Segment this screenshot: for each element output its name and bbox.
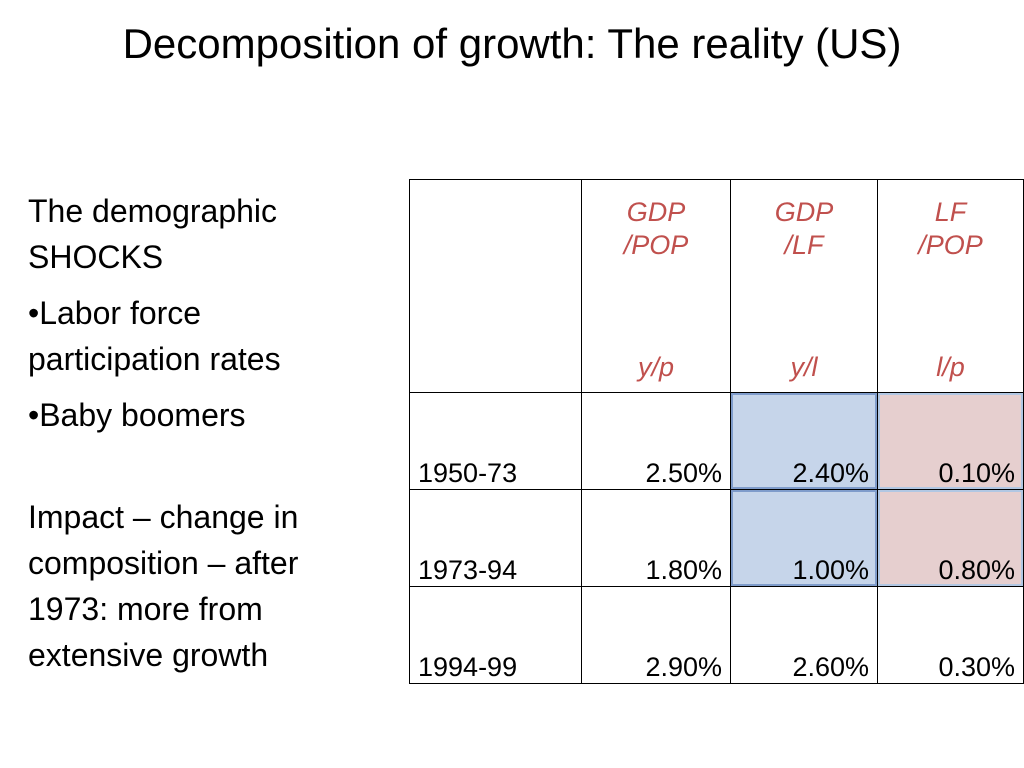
period-cell: 1950-73 [409,392,582,490]
header-label: /POP [918,230,983,260]
header-symbol: l/p [936,352,965,382]
impact-paragraph: Impact – change in composition – after 1… [28,494,388,678]
demographic-heading: The demographic SHOCKS [28,188,388,280]
impact-line: extensive growth [28,637,269,673]
slide-title: Decomposition of growth: The reality (US… [122,20,902,67]
period-cell: 1994-99 [409,586,582,684]
gdp-pop-cell: 2.50% [581,392,731,490]
period-cell: 1973-94 [409,489,582,587]
table-corner-cell [409,179,582,393]
impact-line: composition – after [28,545,299,581]
impact-line: 1973: more from [28,591,263,627]
impact-line: Impact – change in [28,499,299,535]
gdp-pop-cell: 2.90% [581,586,731,684]
lf-pop-cell: 0.10% [877,392,1024,490]
table-row: 1950-73 2.50% 2.40% 0.10% [409,392,1024,490]
heading-line: The demographic [28,193,278,229]
header-label: /POP [623,230,689,260]
gdp-lf-cell: 1.00% [730,489,878,587]
spacer [28,448,388,494]
gdp-lf-cell: 2.40% [730,392,878,490]
header-cell-lf-pop: LF /POP l/p [877,179,1024,393]
lf-pop-cell: 0.80% [877,489,1024,587]
header-symbol: y/p [637,352,675,382]
gdp-pop-cell: 1.80% [581,489,731,587]
header-symbol: y/l [790,352,818,382]
header-label: LF [934,197,967,227]
bullet-baby-boomers: •Baby boomers [28,392,388,438]
growth-decomposition-table: GDP /POP y/p GDP /LF y/l [409,179,1024,684]
left-text-block: The demographic SHOCKS •Labor force part… [28,188,388,678]
header-cell-gdp-pop: GDP /POP y/p [581,179,731,393]
heading-line: SHOCKS [28,239,164,275]
bullet-line: •Baby boomers [28,397,246,433]
header-label: /LF [784,230,824,260]
lf-pop-cell: 0.30% [877,586,1024,684]
header-cell-gdp-lf: GDP /LF y/l [730,179,878,393]
header-label: GDP [774,197,834,227]
header-label: GDP [626,197,686,227]
bullet-line: participation rates [28,341,281,377]
table-row: 1973-94 1.80% 1.00% 0.80% [409,489,1024,587]
table-row: 1994-99 2.90% 2.60% 0.30% [409,586,1024,684]
bullet-line: •Labor force [28,295,202,331]
bullet-labor-force: •Labor force participation rates [28,290,388,382]
gdp-lf-cell: 2.60% [730,586,878,684]
table-header-row: GDP /POP y/p GDP /LF y/l [409,179,1024,393]
